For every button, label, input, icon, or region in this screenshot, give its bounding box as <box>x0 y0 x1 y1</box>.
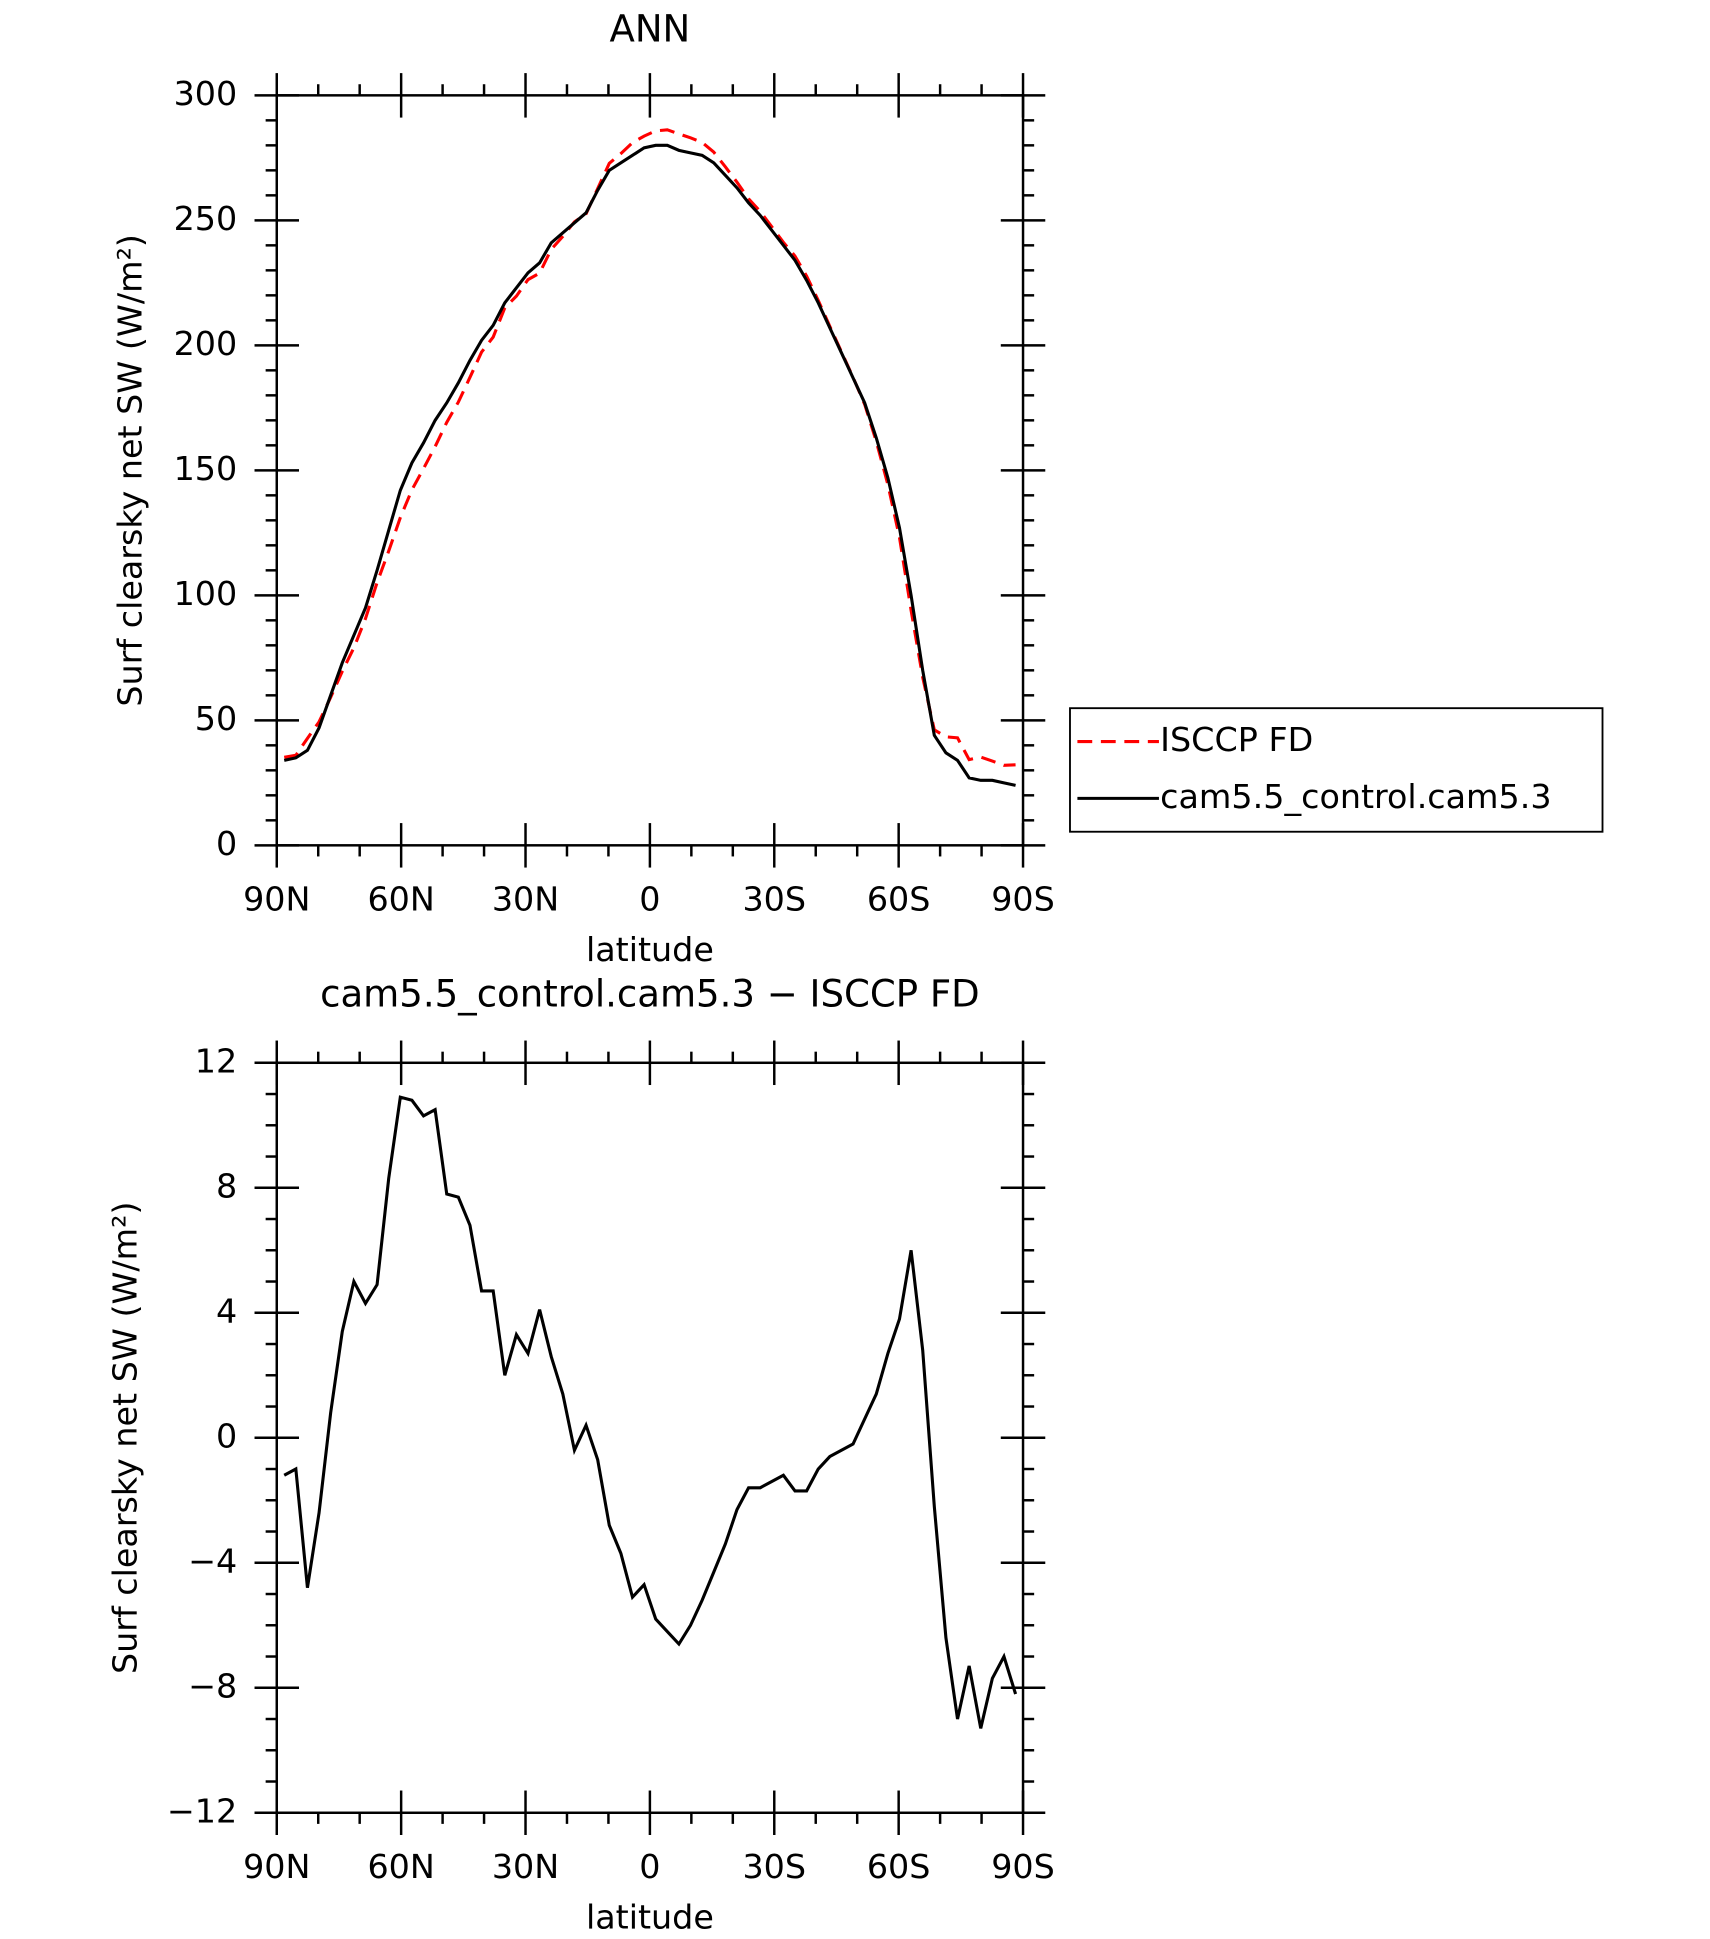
y-tick-label: −8 <box>188 1666 237 1705</box>
y-axis-label: Surf clearsky net SW (W/m²) <box>106 1201 145 1674</box>
chart-title: cam5.5_control.cam5.3 − ISCCP FD <box>320 973 980 1016</box>
plot-frame <box>275 94 1025 847</box>
x-tick-label: 30N <box>492 879 559 918</box>
y-tick-label: 4 <box>216 1291 237 1330</box>
legend-label: cam5.5_control.cam5.3 <box>1160 777 1551 816</box>
x-tick-label: 90S <box>991 879 1055 918</box>
x-tick-label: 90N <box>243 879 310 918</box>
x-axis-label: latitude <box>586 1898 714 1937</box>
data-line <box>283 1095 1018 1729</box>
x-tick-label: 60S <box>867 1847 931 1886</box>
y-tick-label: −12 <box>167 1791 237 1830</box>
x-tick-label: 90S <box>991 1847 1055 1886</box>
y-tick-label: 8 <box>216 1166 237 1205</box>
x-tick-label: 60S <box>867 879 931 918</box>
y-tick-label: −4 <box>188 1541 237 1580</box>
y-tick-label: 250 <box>174 199 238 238</box>
x-tick-label: 60N <box>367 879 434 918</box>
y-tick-label: 300 <box>174 74 238 113</box>
y-tick-label: 150 <box>174 449 238 488</box>
y-tick-label: 0 <box>216 824 237 863</box>
data-line <box>283 128 1016 767</box>
y-tick-label: 0 <box>216 1416 237 1455</box>
x-tick-label: 0 <box>639 1847 660 1886</box>
x-tick-label: 30S <box>742 879 806 918</box>
x-axis-label: latitude <box>586 930 714 969</box>
x-tick-label: 90N <box>243 1847 310 1886</box>
data-line <box>283 143 1016 787</box>
y-axis-label: Surf clearsky net SW (W/m²) <box>111 234 150 707</box>
chart-title: ANN <box>610 8 691 51</box>
y-tick-label: 200 <box>174 324 238 363</box>
x-tick-label: 30S <box>742 1847 806 1886</box>
legend-box <box>1069 707 1604 833</box>
x-tick-label: 60N <box>367 1847 434 1886</box>
y-tick-label: 50 <box>195 699 237 738</box>
y-tick-label: 100 <box>174 574 238 613</box>
y-tick-label: 12 <box>195 1041 237 1080</box>
legend-label: ISCCP FD <box>1160 720 1313 759</box>
x-tick-label: 0 <box>639 879 660 918</box>
x-tick-label: 30N <box>492 1847 559 1886</box>
